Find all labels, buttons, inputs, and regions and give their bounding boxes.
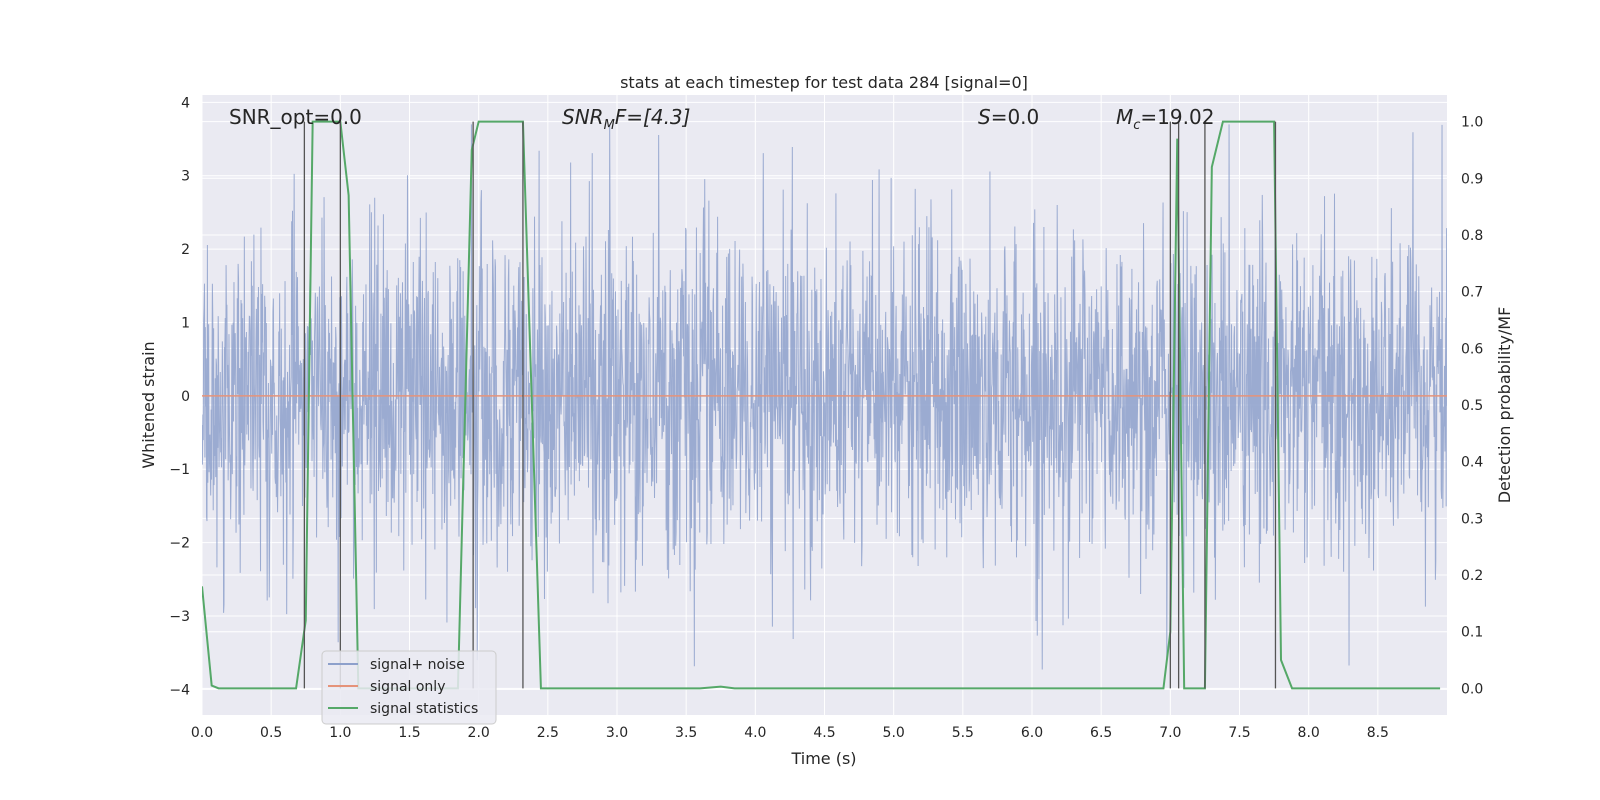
noise-trace xyxy=(202,124,1447,670)
y2-axis-label: Detection probability/MF xyxy=(1495,307,1514,504)
y-tick-label-5: 1 xyxy=(181,315,190,331)
y2-tick-labels: 0.0 0.1 0.2 0.3 0.4 0.5 0.6 0.7 0.8 0.9 1.0 xyxy=(1461,115,1483,698)
y-tick-label-2: −2 xyxy=(169,536,190,552)
annotation-snr-opt: SNR_opt=0.0 xyxy=(229,105,362,129)
x-tick-label-15: 7.5 xyxy=(1228,725,1250,741)
x-tick-label-7: 3.5 xyxy=(675,725,697,741)
chart-title: stats at each timestep for test data 284… xyxy=(620,73,1028,92)
legend-label-signal-statistics: signal statistics xyxy=(370,701,478,717)
y2-tick-label-9: 0.9 xyxy=(1461,171,1483,187)
series-signal-plus-noise xyxy=(202,124,1447,670)
y2-tick-label-4: 0.4 xyxy=(1461,455,1483,471)
x-tick-label-16: 8.0 xyxy=(1298,725,1320,741)
y-tick-label-7: 3 xyxy=(181,169,190,185)
x-tick-label-14: 7.0 xyxy=(1159,725,1181,741)
x-tick-label-0: 0.0 xyxy=(191,725,213,741)
x-tick-label-8: 4.0 xyxy=(744,725,766,741)
legend-box xyxy=(321,650,497,725)
x-tick-label-5: 2.5 xyxy=(537,725,559,741)
legend: signal+ noise signal only signal statist… xyxy=(321,650,497,725)
x-tick-label-6: 3.0 xyxy=(606,725,628,741)
x-tick-label-1: 0.5 xyxy=(260,725,282,741)
x-tick-label-11: 5.5 xyxy=(952,725,974,741)
y-tick-label-4: 0 xyxy=(181,389,190,405)
x-tick-label-17: 8.5 xyxy=(1367,725,1389,741)
y2-tick-label-3: 0.3 xyxy=(1461,511,1483,527)
x-tick-labels: 0.0 0.5 1.0 1.5 2.0 2.5 3.0 3.5 4.0 4.5 5.0 5.5 6.0 6… xyxy=(191,725,1389,741)
y-tick-label-1: −3 xyxy=(169,609,190,625)
y-tick-label-6: 2 xyxy=(181,242,190,258)
annotation-mc: Mc=19.02 xyxy=(1116,105,1214,133)
y-tick-labels: −4 −3 −2 −1 0 1 2 3 4 xyxy=(169,95,190,698)
x-tick-label-12: 6.0 xyxy=(1021,725,1043,741)
y2-tick-label-10: 1.0 xyxy=(1461,115,1483,131)
y2-tick-label-8: 0.8 xyxy=(1461,228,1483,244)
y2-tick-label-7: 0.7 xyxy=(1461,285,1483,301)
annotation-s: S=0.0 xyxy=(978,105,1039,129)
x-tick-label-4: 2.0 xyxy=(468,725,490,741)
vertical-markers xyxy=(303,121,1277,689)
y-tick-label-8: 4 xyxy=(181,95,190,111)
annotation-snr-mf: SNRMF=[4.3] xyxy=(562,105,690,133)
x-tick-label-10: 5.0 xyxy=(883,725,905,741)
legend-label-signal-only: signal only xyxy=(370,679,445,695)
x-axis-label: Time (s) xyxy=(790,749,856,768)
y-tick-label-3: −1 xyxy=(169,462,190,478)
y2-tick-label-1: 0.1 xyxy=(1461,625,1483,641)
y2-tick-label-6: 0.6 xyxy=(1461,341,1483,357)
x-tick-label-3: 1.5 xyxy=(398,725,420,741)
legend-label-signal-plus-noise: signal+ noise xyxy=(370,657,465,673)
y-tick-label-0: −4 xyxy=(169,682,190,698)
y2-tick-label-5: 0.5 xyxy=(1461,398,1483,414)
x-tick-label-2: 1.0 xyxy=(329,725,351,741)
y-axis-label: Whitened strain xyxy=(139,341,158,468)
series-signal-statistics xyxy=(202,120,1441,690)
y2-tick-label-0: 0.0 xyxy=(1461,681,1483,697)
signal-statistics-line xyxy=(202,120,1441,690)
x-tick-label-9: 4.5 xyxy=(813,725,835,741)
x-tick-label-13: 6.5 xyxy=(1090,725,1112,741)
y2-tick-label-2: 0.2 xyxy=(1461,568,1483,584)
